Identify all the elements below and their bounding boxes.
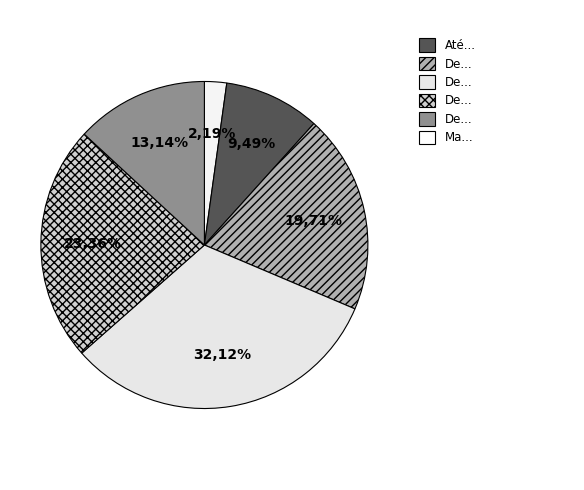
Text: 19,71%: 19,71% bbox=[284, 214, 342, 228]
Text: 23,36%: 23,36% bbox=[64, 237, 122, 251]
Legend: Até..., De..., De..., De..., De..., Ma...: Até..., De..., De..., De..., De..., Ma..… bbox=[419, 38, 476, 145]
Wedge shape bbox=[41, 134, 204, 353]
Wedge shape bbox=[204, 81, 227, 245]
Wedge shape bbox=[82, 245, 355, 409]
Text: 32,12%: 32,12% bbox=[193, 348, 251, 362]
Text: 9,49%: 9,49% bbox=[227, 137, 276, 151]
Text: 2,19%: 2,19% bbox=[188, 127, 237, 141]
Wedge shape bbox=[204, 123, 368, 309]
Text: 13,14%: 13,14% bbox=[131, 136, 189, 150]
Wedge shape bbox=[204, 83, 314, 245]
Wedge shape bbox=[84, 81, 204, 245]
